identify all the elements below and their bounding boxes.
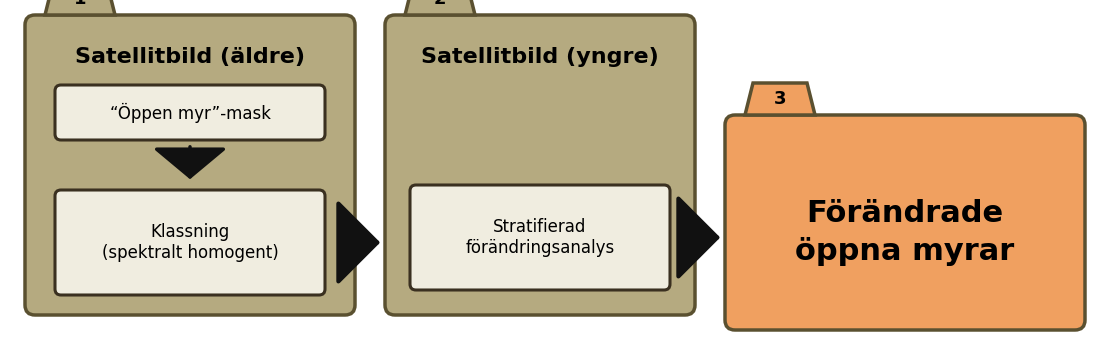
Text: Klassning
(spektralt homogent): Klassning (spektralt homogent) [101, 223, 279, 262]
Text: “Öppen myr”-mask: “Öppen myr”-mask [110, 102, 270, 122]
FancyBboxPatch shape [26, 15, 356, 315]
Text: 3: 3 [773, 90, 787, 108]
Text: 1: 1 [73, 0, 87, 8]
Polygon shape [406, 0, 476, 15]
FancyBboxPatch shape [56, 190, 326, 295]
FancyBboxPatch shape [386, 15, 695, 315]
FancyBboxPatch shape [410, 185, 670, 290]
Polygon shape [46, 0, 116, 15]
FancyBboxPatch shape [725, 115, 1085, 330]
FancyBboxPatch shape [56, 85, 326, 140]
Text: Stratifierad
förändringsanalys: Stratifierad förändringsanalys [466, 218, 614, 257]
Text: Satellitbild (äldre): Satellitbild (äldre) [76, 47, 306, 67]
Text: 2: 2 [433, 0, 447, 8]
Text: Satellitbild (yngre): Satellitbild (yngre) [421, 47, 659, 67]
Polygon shape [745, 83, 815, 115]
Text: Förändrade
öppna myrar: Förändrade öppna myrar [795, 199, 1014, 266]
